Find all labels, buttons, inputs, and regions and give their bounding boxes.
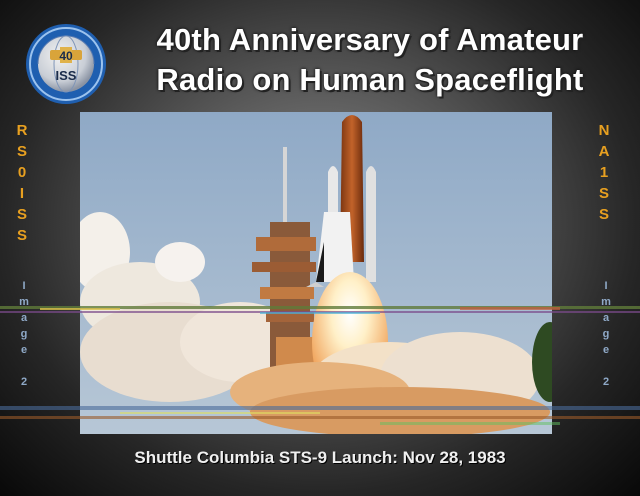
stacked-char: a [20,312,28,324]
space-shuttle [306,115,376,287]
stacked-char: A [598,143,610,160]
shuttle-launch-photo [80,112,552,434]
stacked-char: N [598,122,610,139]
stacked-char: g [20,328,28,340]
stacked-char: 2 [602,376,610,388]
logo-text-top: 40 [59,49,73,63]
stacked-char: R [16,122,28,139]
stacked-char [14,358,34,374]
stacked-char: a [602,312,610,324]
stacked-char: S [16,143,27,160]
stacked-char: S [598,206,609,223]
stacked-char: S [16,206,27,223]
stacked-char: e [20,344,28,356]
stacked-char: I [19,185,25,202]
stacked-char: I [604,280,608,292]
stacked-char: S [598,185,609,202]
iss-anniversary-logo: 40 ISS [26,24,106,104]
title-line-1: 40th Anniversary of Amateur [156,22,584,57]
title-line-2: Radio on Human Spaceflight [156,62,584,97]
stacked-char: S [16,227,27,244]
stacked-char: 0 [17,164,27,181]
stacked-char: g [602,328,610,340]
stacked-char: 1 [599,164,609,181]
stacked-char: I [22,280,26,292]
logo-text-bottom: ISS [56,68,77,83]
stacked-char: 2 [20,376,28,388]
stacked-char [596,358,616,374]
right-trees [532,322,552,402]
stacked-char: m [601,296,611,308]
photo-caption: Shuttle Columbia STS-9 Launch: Nov 28, 1… [134,448,506,467]
left-smoke-clouds [80,212,300,402]
stacked-char: m [19,296,29,308]
stacked-char: e [602,344,610,356]
